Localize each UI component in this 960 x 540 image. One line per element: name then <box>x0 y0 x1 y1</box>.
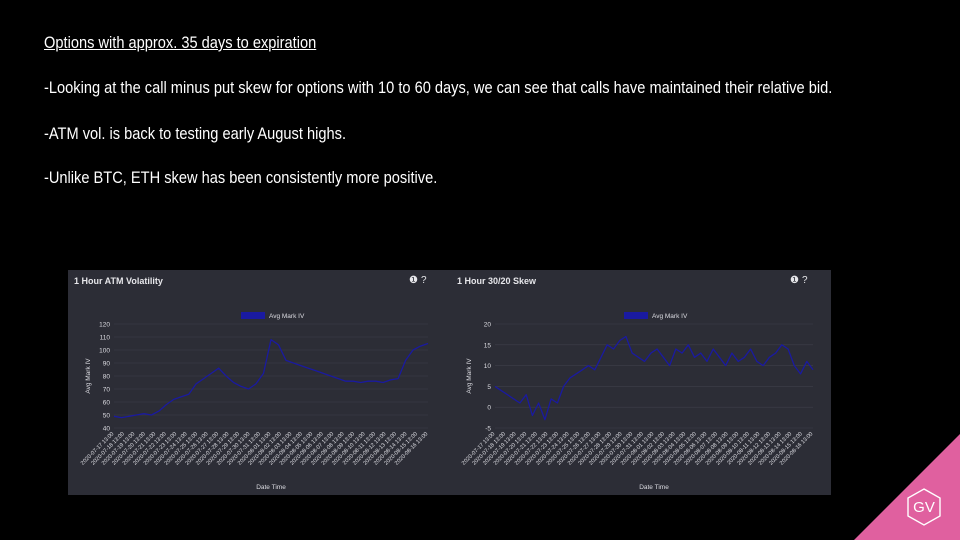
legend-label: Avg Mark IV <box>652 313 688 320</box>
y-tick-label: 70 <box>103 387 111 394</box>
chart-panel-skew: 1 Hour 30/20 Skew ❶? -5 0 5 10 15 20 2020-07-1… <box>451 270 831 495</box>
slide-heading: Options with approx. 35 days to expirati… <box>44 33 317 52</box>
info-icon[interactable]: ❶ <box>409 275 418 286</box>
series-line-0 <box>494 335 814 421</box>
chart-panel-atm-vol: 1 Hour ATM Volatility ❶? 40 50 60 70 80 90 100… <box>68 270 451 495</box>
y-tick-label: 5 <box>487 384 491 391</box>
y-tick-label: 110 <box>100 335 111 342</box>
help-icon[interactable]: ? <box>801 275 808 286</box>
logo-hexagon <box>907 488 941 526</box>
y-tick-label: 20 <box>484 322 492 329</box>
legend-swatch <box>241 312 265 319</box>
legend-label: Avg Mark IV <box>269 313 305 320</box>
series-line-0 <box>113 338 429 419</box>
gv-logo: GV <box>854 434 960 540</box>
x-axis-label: Date Time <box>256 484 286 491</box>
y-tick-label: 50 <box>103 413 111 420</box>
x-axis-label: Date Time <box>639 484 669 491</box>
info-icon[interactable]: ❶ <box>790 275 799 286</box>
help-icon[interactable]: ? <box>420 275 427 286</box>
y-tick-label: 10 <box>484 363 492 370</box>
y-axis-label: Avg Mark IV <box>466 358 473 394</box>
y-tick-label: 100 <box>99 348 110 355</box>
y-tick-label: 60 <box>103 400 111 407</box>
logo-triangle <box>854 434 960 540</box>
charts-panel: 1 Hour ATM Volatility ❶? 40 50 60 70 80 90 100… <box>68 270 831 495</box>
panel-icons: ❶? <box>787 275 808 286</box>
chart-title: 1 Hour ATM Volatility <box>74 276 163 286</box>
y-axis-label: Avg Mark IV <box>85 358 92 394</box>
bullet-atm-vol: -ATM vol. is back to testing early Augus… <box>44 124 347 143</box>
legend-swatch <box>624 312 648 319</box>
bullet-eth-skew: -Unlike BTC, ETH skew has been consisten… <box>44 168 438 187</box>
bullet-skew: -Looking at the call minus put skew for … <box>44 78 833 97</box>
y-tick-label: 80 <box>103 374 111 381</box>
y-tick-label: 120 <box>99 322 110 329</box>
panel-icons: ❶? <box>406 275 427 286</box>
chart-title: 1 Hour 30/20 Skew <box>457 276 537 286</box>
y-tick-label: 90 <box>103 361 111 368</box>
y-tick-label: 0 <box>487 405 491 412</box>
y-tick-label: 40 <box>103 426 111 433</box>
y-tick-label: 15 <box>484 342 492 349</box>
logo-text: GV <box>913 499 935 516</box>
y-tick-label: -5 <box>485 426 491 433</box>
